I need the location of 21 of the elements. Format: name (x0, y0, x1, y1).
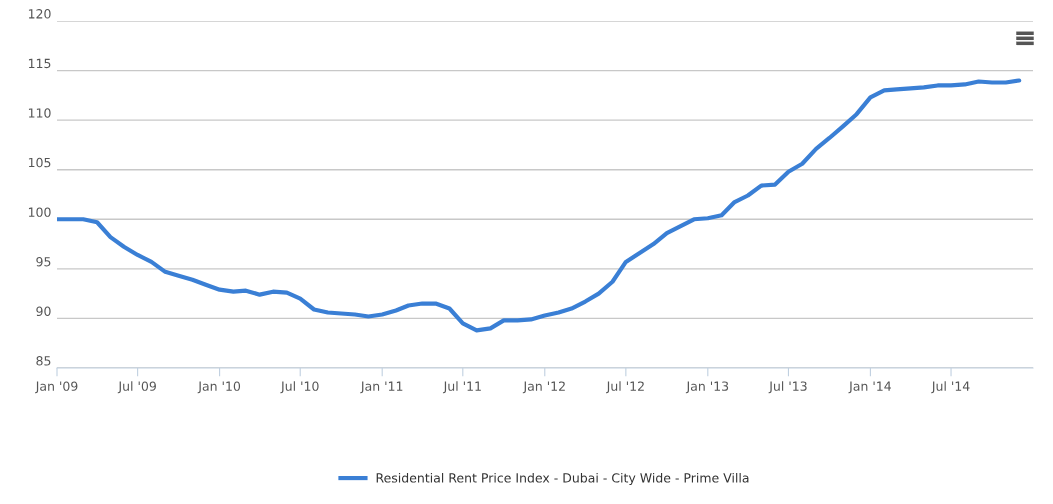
y-tick-label: 110 (28, 108, 51, 118)
y-tick-label: 100 (28, 207, 51, 217)
x-tick-label: Jul '09 (117, 381, 156, 394)
x-tick-label: Jan '14 (848, 381, 891, 394)
x-tick-label: Jul '12 (606, 381, 644, 394)
x-tick-label: Jul '13 (768, 381, 807, 394)
y-tick-label: 85 (36, 356, 51, 366)
y-tick-label: 115 (28, 58, 51, 69)
x-tick-label: Jan '11 (360, 381, 403, 394)
x-tick-label: Jul '10 (280, 381, 319, 394)
x-tick-label: Jan '12 (522, 381, 565, 394)
x-tick-label: Jan '10 (197, 381, 241, 394)
x-tick-label: Jan '13 (685, 381, 729, 394)
y-tick-label: 95 (36, 256, 51, 267)
x-tick-label: Jul '14 (931, 381, 970, 394)
legend-label: Residential Rent Price Index - Dubai - City Wide - Prime Villa (376, 472, 749, 486)
x-tick-label: Jul '11 (442, 381, 481, 394)
y-tick-label: 90 (36, 306, 51, 317)
y-tick-label: 105 (28, 157, 51, 168)
y-tick-label: 120 (28, 9, 51, 19)
x-tick-label: Jan '09 (35, 381, 78, 394)
